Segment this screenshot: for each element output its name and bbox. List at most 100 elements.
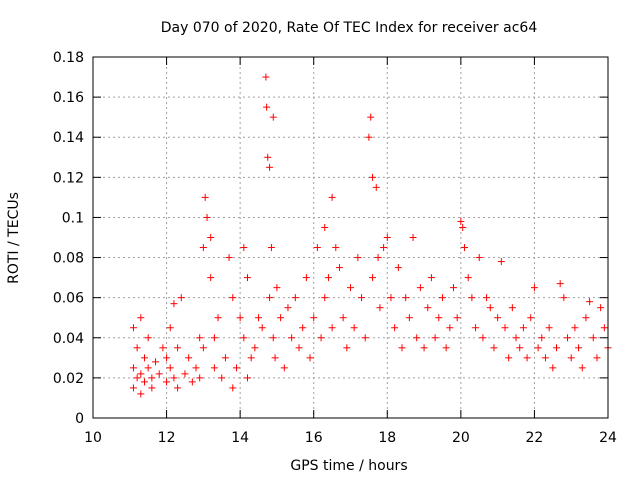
data-point bbox=[335, 264, 343, 272]
data-point bbox=[459, 223, 467, 231]
data-point bbox=[486, 304, 494, 312]
data-point bbox=[137, 390, 145, 398]
data-point bbox=[229, 294, 237, 302]
data-point bbox=[152, 358, 160, 366]
data-point bbox=[192, 364, 200, 372]
data-point bbox=[383, 234, 391, 241]
data-point bbox=[273, 284, 281, 292]
x-tick-label: 20 bbox=[452, 430, 470, 446]
y-tick-label: 0.12 bbox=[53, 170, 84, 186]
data-point bbox=[299, 324, 307, 332]
data-point bbox=[280, 364, 288, 372]
data-point bbox=[394, 264, 402, 272]
data-point bbox=[402, 294, 410, 302]
data-point bbox=[593, 354, 601, 362]
data-point bbox=[479, 334, 487, 342]
data-point bbox=[263, 103, 271, 111]
y-tick-label: 0.04 bbox=[53, 331, 84, 347]
data-point bbox=[541, 354, 549, 362]
data-point bbox=[464, 274, 472, 282]
data-point bbox=[240, 244, 248, 252]
data-point bbox=[251, 344, 259, 352]
data-point bbox=[129, 364, 137, 372]
data-point bbox=[472, 324, 480, 332]
data-point bbox=[321, 294, 329, 302]
data-point bbox=[277, 314, 285, 322]
data-point bbox=[137, 314, 145, 322]
x-tick-label: 12 bbox=[158, 430, 176, 446]
data-point bbox=[133, 344, 141, 352]
data-point bbox=[185, 354, 193, 362]
data-point bbox=[321, 223, 329, 231]
data-point bbox=[129, 324, 137, 332]
data-point bbox=[166, 324, 174, 332]
data-point bbox=[575, 344, 583, 352]
data-point bbox=[266, 163, 274, 171]
data-point bbox=[534, 344, 542, 352]
data-point bbox=[431, 334, 439, 342]
data-point bbox=[267, 244, 275, 252]
data-point bbox=[313, 244, 321, 252]
data-point bbox=[468, 294, 476, 302]
x-tick-label: 10 bbox=[84, 430, 102, 446]
data-point bbox=[475, 254, 483, 262]
data-point bbox=[170, 300, 178, 308]
data-point bbox=[271, 354, 279, 362]
data-point bbox=[291, 294, 299, 302]
x-axis-label: GPS time / hours bbox=[290, 458, 407, 474]
y-tick-label: 0 bbox=[75, 411, 84, 427]
data-point bbox=[310, 314, 318, 322]
data-point bbox=[367, 113, 375, 121]
data-point bbox=[255, 314, 263, 322]
data-point bbox=[446, 324, 454, 332]
data-point bbox=[409, 234, 417, 241]
data-point bbox=[159, 344, 167, 352]
data-point bbox=[170, 374, 178, 382]
y-tick-label: 0.14 bbox=[53, 130, 84, 146]
data-point bbox=[232, 364, 240, 372]
data-point bbox=[295, 344, 303, 352]
data-point bbox=[177, 294, 185, 302]
data-point bbox=[129, 384, 137, 392]
data-point bbox=[214, 314, 222, 322]
data-point bbox=[354, 254, 362, 262]
data-point bbox=[201, 193, 209, 201]
data-point bbox=[571, 324, 579, 332]
data-point bbox=[365, 133, 373, 141]
y-tick-label: 0.18 bbox=[53, 50, 84, 66]
data-point bbox=[196, 374, 204, 382]
data-point bbox=[420, 344, 428, 352]
grid bbox=[93, 57, 608, 418]
data-point bbox=[582, 314, 590, 322]
data-point bbox=[461, 244, 469, 252]
data-point bbox=[328, 193, 336, 201]
data-point bbox=[163, 378, 171, 386]
y-tick-label: 0.1 bbox=[62, 210, 84, 226]
data-point bbox=[196, 334, 204, 342]
data-point bbox=[258, 324, 266, 332]
data-point bbox=[155, 370, 163, 378]
data-point bbox=[578, 364, 586, 372]
data-point bbox=[137, 370, 145, 378]
data-point bbox=[567, 354, 575, 362]
data-point bbox=[141, 378, 148, 386]
data-point bbox=[199, 344, 207, 352]
data-point bbox=[358, 294, 366, 302]
data-point bbox=[240, 334, 248, 342]
data-point bbox=[269, 113, 277, 121]
data-point bbox=[494, 314, 502, 322]
data-point bbox=[600, 324, 608, 332]
data-point bbox=[236, 314, 244, 322]
data-point bbox=[369, 274, 377, 282]
data-point bbox=[174, 344, 182, 352]
data-point bbox=[391, 324, 399, 332]
data-point bbox=[560, 294, 568, 302]
data-point bbox=[317, 334, 325, 342]
chart-title: Day 070 of 2020, Rate Of TEC Index for r… bbox=[161, 20, 538, 36]
data-point bbox=[538, 334, 546, 342]
data-point bbox=[372, 183, 380, 191]
data-point bbox=[218, 374, 226, 382]
data-point bbox=[148, 374, 156, 382]
